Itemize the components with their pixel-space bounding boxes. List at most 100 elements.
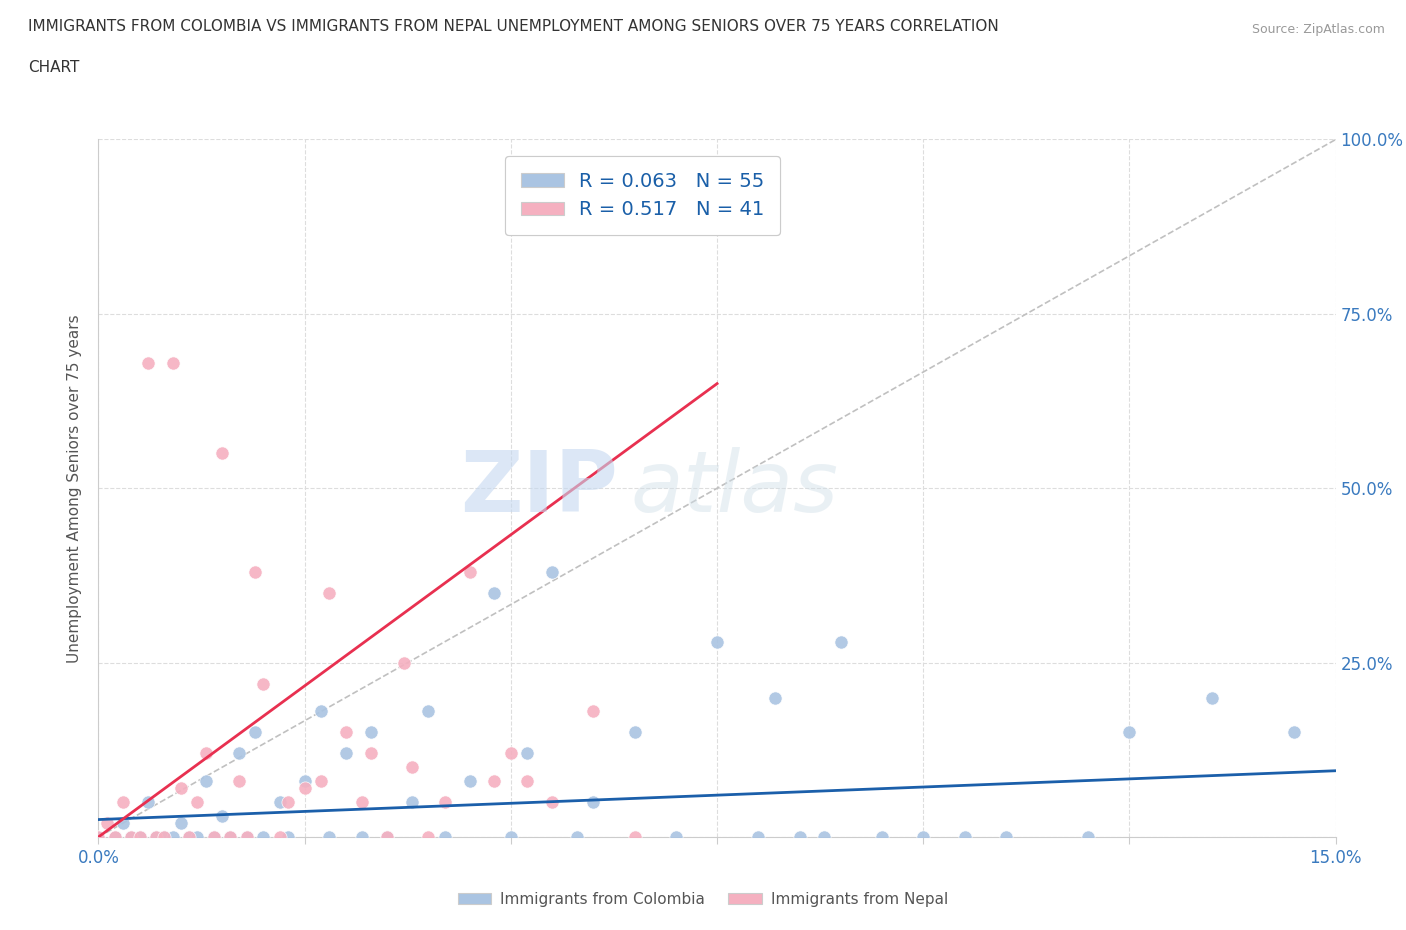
Point: [153, 830, 176, 844]
Point: [830, 634, 852, 649]
Point: [112, 816, 135, 830]
Point: [179, 830, 201, 844]
Point: [194, 746, 217, 761]
Y-axis label: Unemployment Among Seniors over 75 years: Unemployment Among Seniors over 75 years: [67, 314, 83, 662]
Text: Source: ZipAtlas.com: Source: ZipAtlas.com: [1251, 23, 1385, 36]
Point: [912, 830, 935, 844]
Point: [87, 830, 110, 844]
Point: [153, 830, 176, 844]
Point: [243, 565, 266, 579]
Point: [458, 774, 481, 789]
Point: [484, 586, 506, 601]
Point: [392, 656, 415, 671]
Point: [219, 830, 242, 844]
Point: [516, 746, 538, 761]
Point: [763, 690, 786, 705]
Point: [582, 704, 605, 719]
Point: [484, 774, 506, 789]
Point: [1077, 830, 1099, 844]
Point: [582, 794, 605, 809]
Point: [277, 794, 299, 809]
Point: [186, 794, 208, 809]
Point: [309, 774, 332, 789]
Point: [813, 830, 835, 844]
Point: [96, 816, 118, 830]
Point: [433, 830, 456, 844]
Point: [352, 794, 374, 809]
Point: [418, 830, 440, 844]
Point: [401, 794, 423, 809]
Point: [87, 830, 110, 844]
Point: [335, 746, 357, 761]
Point: [269, 830, 291, 844]
Point: [352, 830, 374, 844]
Point: [499, 830, 522, 844]
Point: [294, 774, 316, 789]
Point: [541, 794, 564, 809]
Point: [120, 830, 142, 844]
Point: [211, 809, 233, 824]
Point: [112, 794, 135, 809]
Point: [252, 676, 274, 691]
Point: [499, 746, 522, 761]
Point: [145, 830, 167, 844]
Point: [104, 830, 127, 844]
Point: [541, 565, 564, 579]
Point: [458, 565, 481, 579]
Point: [211, 445, 233, 460]
Point: [252, 830, 274, 844]
Point: [294, 781, 316, 796]
Point: [623, 830, 645, 844]
Point: [401, 760, 423, 775]
Point: [433, 794, 456, 809]
Text: IMMIGRANTS FROM COLOMBIA VS IMMIGRANTS FROM NEPAL UNEMPLOYMENT AMONG SENIORS OVE: IMMIGRANTS FROM COLOMBIA VS IMMIGRANTS F…: [28, 19, 998, 33]
Point: [179, 830, 201, 844]
Point: [309, 704, 332, 719]
Point: [706, 634, 728, 649]
Text: ZIP: ZIP: [460, 446, 619, 530]
Point: [623, 725, 645, 740]
Point: [1201, 690, 1223, 705]
Point: [360, 725, 382, 740]
Point: [870, 830, 893, 844]
Point: [219, 830, 242, 844]
Text: atlas: atlas: [630, 446, 838, 530]
Point: [162, 355, 184, 370]
Point: [953, 830, 976, 844]
Legend: R = 0.063   N = 55, R = 0.517   N = 41: R = 0.063 N = 55, R = 0.517 N = 41: [506, 156, 780, 235]
Point: [202, 830, 225, 844]
Legend: Immigrants from Colombia, Immigrants from Nepal: Immigrants from Colombia, Immigrants fro…: [451, 886, 955, 913]
Point: [375, 830, 398, 844]
Point: [565, 830, 588, 844]
Point: [1118, 725, 1140, 740]
Point: [228, 746, 250, 761]
Point: [202, 830, 225, 844]
Point: [162, 830, 184, 844]
Point: [318, 586, 340, 601]
Point: [236, 830, 259, 844]
Point: [170, 816, 193, 830]
Point: [516, 774, 538, 789]
Point: [243, 725, 266, 740]
Point: [335, 725, 357, 740]
Point: [170, 781, 193, 796]
Point: [136, 794, 159, 809]
Point: [236, 830, 259, 844]
Point: [186, 830, 208, 844]
Point: [120, 830, 142, 844]
Point: [665, 830, 688, 844]
Point: [994, 830, 1017, 844]
Point: [277, 830, 299, 844]
Point: [789, 830, 811, 844]
Point: [747, 830, 769, 844]
Text: CHART: CHART: [28, 60, 80, 75]
Point: [418, 704, 440, 719]
Point: [128, 830, 150, 844]
Point: [194, 774, 217, 789]
Point: [360, 746, 382, 761]
Point: [136, 355, 159, 370]
Point: [145, 830, 167, 844]
Point: [228, 774, 250, 789]
Point: [318, 830, 340, 844]
Point: [269, 794, 291, 809]
